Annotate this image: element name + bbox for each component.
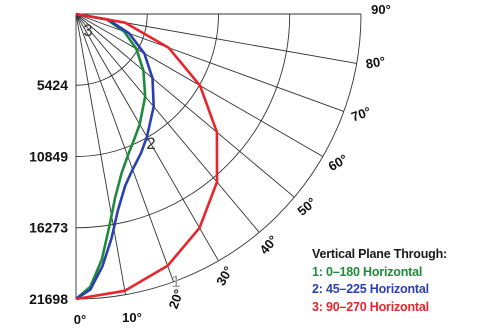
grid-arc-1 (75, 13, 148, 86)
legend: Vertical Plane Through: 1: 0–180 Horizon… (312, 246, 447, 316)
angle-tick-label-10: 10° (122, 310, 142, 325)
curve-label-2: 2 (146, 134, 155, 153)
angle-tick-label-30: 30° (213, 264, 236, 289)
radial-tick-label: 10849 (29, 149, 68, 165)
angle-tick-label-50: 50° (294, 195, 319, 219)
grid-spoke-10 (75, 13, 126, 295)
grid-spoke-40 (75, 13, 260, 233)
legend-item-3: 3: 90–270 Horizontal (312, 299, 429, 314)
angle-tick-label-90: 90° (371, 2, 391, 17)
grid-spoke-70 (75, 13, 344, 112)
grid-spoke-50 (75, 13, 295, 198)
legend-title: Vertical Plane Through: (312, 247, 448, 261)
angle-tick-label-0: 0° (74, 312, 86, 327)
angle-tick-label-20: 20° (166, 287, 187, 311)
grid-arc-3 (75, 13, 291, 229)
curve-1 (75, 12, 147, 300)
curve-3 (75, 12, 219, 301)
angle-tick-label-60: 60° (326, 151, 351, 174)
grid-arc-4 (75, 13, 362, 300)
radial-axis-labels: 5424 10849 16273 21698 (29, 77, 68, 307)
legend-item-2: 2: 45–225 Horizontal (312, 282, 429, 296)
curve-label-3: 3 (83, 21, 92, 40)
intensity-curves (75, 12, 219, 301)
radial-tick-label: 5424 (37, 77, 68, 93)
legend-item-1: 1: 0–180 Horizontal (312, 264, 423, 279)
radial-tick-label: 16273 (29, 220, 68, 236)
angle-tick-label-40: 40° (257, 232, 281, 257)
angle-tick-label-80: 80° (365, 53, 387, 71)
grid-spoke-20 (75, 13, 174, 282)
grid-arc-2 (75, 13, 219, 157)
curve-labels: 1 2 3 (83, 21, 180, 291)
curve-label-1: 1 (171, 272, 180, 291)
radial-tick-label: 21698 (29, 291, 68, 307)
curve-2 (75, 12, 155, 301)
angle-tick-label-70: 70° (349, 104, 373, 125)
